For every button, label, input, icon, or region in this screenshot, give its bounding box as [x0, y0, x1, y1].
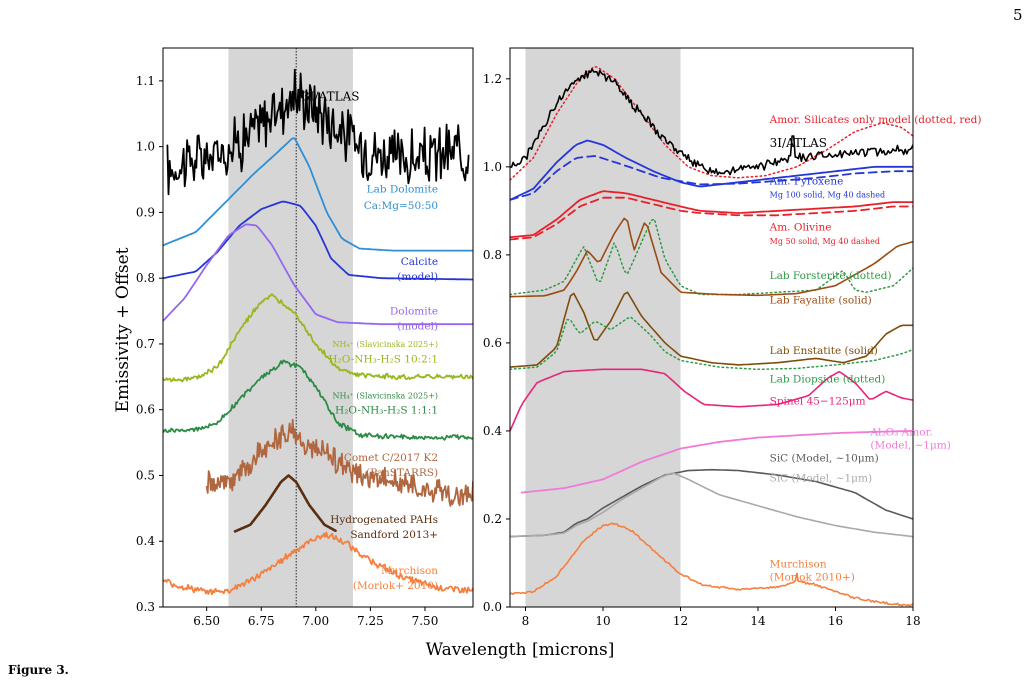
series-line-murchison-morlok-2010: [163, 531, 473, 596]
series-annotation-diop: Lab Diopside (dotted): [770, 374, 886, 386]
y-tick-label: 0.8: [136, 271, 155, 285]
x-tick-label: 6.50: [193, 614, 220, 628]
y-tick-label: 0.6: [483, 336, 502, 350]
panel-left-chart: 6.50 6.75 7.00 7.25 7.50 0.3 0.4 0.5 0.6 0.7 0.8 0.…: [136, 47, 474, 628]
y-tick-label: 1.1: [136, 74, 155, 88]
series-line-am-olivine-mg-50-solid: [510, 190, 913, 239]
series-annotation-oliv-2: Mg 50 solid, Mg 40 dashed: [770, 237, 880, 246]
series-annotation-sic10: SiC (Model, ~10μm): [770, 453, 879, 465]
series-annotation-dolo-model-1: Dolomite: [390, 305, 438, 317]
y-tick-label: 0.0: [483, 600, 502, 614]
series-annotation-atlas-r: 3I/ATLAS: [770, 136, 827, 150]
series-annotation-nh4-a-2: H₂O-NH₃-H₂S 10:2:1: [328, 353, 438, 365]
y-tick-label: 0.2: [483, 512, 502, 526]
series-annotation-calcite-2: (model): [397, 271, 438, 283]
series-group: [510, 65, 913, 607]
y-axis-title: Emissivity + Offset: [113, 247, 133, 412]
y-tick-label: 0.4: [136, 534, 155, 548]
series-annotation-sic1: SiC (Model, ~1μm): [770, 473, 872, 485]
series-annotation-nh4-a-1: NH₄⁺ (Slavicinska 2025+): [332, 340, 438, 349]
shaded-region: [525, 48, 681, 607]
series-line-lab-fayalite-solid: [510, 217, 913, 298]
series-line-3i-atlas: [166, 68, 470, 196]
y-tick-label: 0.3: [136, 600, 155, 614]
figure-caption: Figure 3.: [8, 663, 1028, 683]
series-line-3i-atlas: [510, 68, 913, 176]
y-tick-label: 0.7: [136, 337, 155, 351]
caption-lead: Figure 3.: [8, 663, 69, 677]
x-tick-label: 8: [522, 614, 530, 628]
series-line-hydrogenated-pahs-sandford-2013: [233, 474, 337, 533]
series-line-nh4-1-1-1: [163, 359, 473, 441]
series-annotation-murch-2: (Morlok+ 2010): [353, 580, 438, 592]
axes-frame: [162, 47, 474, 608]
series-line-sic-model-10um: [510, 468, 913, 538]
series-annotation-murch-1: Murchison: [381, 565, 438, 577]
series-line-lab-enstatite-solid: [510, 291, 913, 368]
y-tick-label: 1.0: [136, 140, 155, 154]
series-annotation-calcite-1: Calcite: [401, 256, 438, 268]
series-line-sic-model-1um: [510, 472, 913, 538]
series-annotation-al2o3-2: (Model, ~1μm): [870, 440, 951, 452]
series-annotation-forst: Lab Forsterite (dotted): [770, 270, 892, 282]
y-tick-label: 1.0: [483, 160, 502, 174]
series-line-murchison-morlok-2010: [510, 522, 913, 607]
series-annotation-enst: Lab Enstatite (solid): [770, 345, 878, 357]
series-annotation-spinel: Spinel 45−125μm: [770, 396, 866, 408]
series-annotation-murch-r1: Murchison: [770, 558, 827, 570]
x-tick-label: 6.75: [248, 614, 275, 628]
figure: 6.50 6.75 7.00 7.25 7.50 0.3 0.4 0.5 0.6 0.7 0.8 0.…: [113, 47, 982, 660]
series-annotation-amor-sil: Amor. Silicates only model (dotted, red): [769, 114, 982, 126]
x-tick-label: 14: [750, 614, 766, 628]
y-tick-label: 0.4: [483, 424, 502, 438]
series-annotation-dolo-lab-2: Ca:Mg=50:50: [364, 200, 438, 212]
series-annotation-al2o3-1: Al₂O₃ Amor.: [869, 426, 932, 438]
series-annotation-pah-1: Hydrogenated PAHs: [330, 514, 438, 526]
x-tick-label: 7.25: [357, 614, 384, 628]
y-tick-label: 0.9: [136, 205, 155, 219]
series-line-spinel-45-125um: [510, 368, 913, 432]
y-tick-label: 1.2: [483, 72, 502, 86]
panel-right-chart: 8 10 12 14 16 18 0.0 0.2 0.4 0.6 0.8 1.0 1.2 Amor. Si…: [483, 47, 982, 628]
series-annotation-k2-1: Comet C/2017 K2: [344, 452, 438, 464]
series-annotation-nh4-b-1: NH₄⁺ (Slavicinska 2025+): [332, 392, 438, 401]
series-annotation-pah-2: Sandford 2013+: [350, 529, 438, 541]
series-annotation-nh4-b-2: H₂O-NH₃-H₂S 1:1:1: [335, 405, 438, 417]
series-line-lab-dolomite-ca-mg-50-50: [163, 137, 473, 252]
series-annotation-pyrox-1: Am. Pyroxene: [769, 175, 844, 187]
y-tick-label: 0.5: [136, 468, 155, 482]
x-tick-label: 16: [828, 614, 843, 628]
series-annotation-dolo-model-2: (model): [397, 320, 438, 332]
page-number: 5: [1013, 6, 1023, 24]
y-tick-label: 0.8: [483, 248, 502, 262]
series-line-comet-c-2017-k2-panstarrs: [205, 418, 473, 507]
y-tick-label: 0.6: [136, 403, 155, 417]
series-annotation-dolo-lab-1: Lab Dolomite: [367, 184, 438, 196]
axes-frame: [509, 47, 914, 608]
series-annotation-pyrox-2: Mg 100 solid, Mg 40 dashed: [770, 191, 886, 200]
series-annotation-atlas: 3I/ATLAS: [302, 90, 359, 104]
x-tick-label: 12: [673, 614, 688, 628]
series-annotation-murch-r2: (Morlok 2010+): [770, 572, 855, 584]
x-axis-title: Wavelength [microns]: [426, 640, 615, 660]
x-tick-label: 7.00: [302, 614, 329, 628]
x-tick-label: 18: [905, 614, 920, 628]
series-line-lab-diopside-dotted: [510, 316, 913, 371]
series-line-am-olivine-mg-40-dashed: [510, 196, 913, 241]
x-tick-label: 7.50: [412, 614, 439, 628]
series-line-dolomite-model: [163, 223, 473, 326]
series-line-al2o3-amor-model-1um: [520, 430, 913, 494]
series-line-nh4-10-2-1: [163, 293, 473, 383]
series-line-amor-silicates-only-model: [510, 65, 913, 181]
series-line-am-pyroxene-mg-40-dashed: [510, 155, 913, 201]
series-annotation-oliv-1: Am. Olivine: [769, 222, 832, 234]
series-annotation-fayal: Lab Fayalite (solid): [770, 294, 872, 306]
series-annotation-k2-2: (PanSTARRS): [366, 467, 438, 479]
x-tick-label: 10: [595, 614, 610, 628]
series-line-am-pyroxene-mg-100-solid: [510, 139, 913, 201]
series-group: [163, 68, 473, 596]
